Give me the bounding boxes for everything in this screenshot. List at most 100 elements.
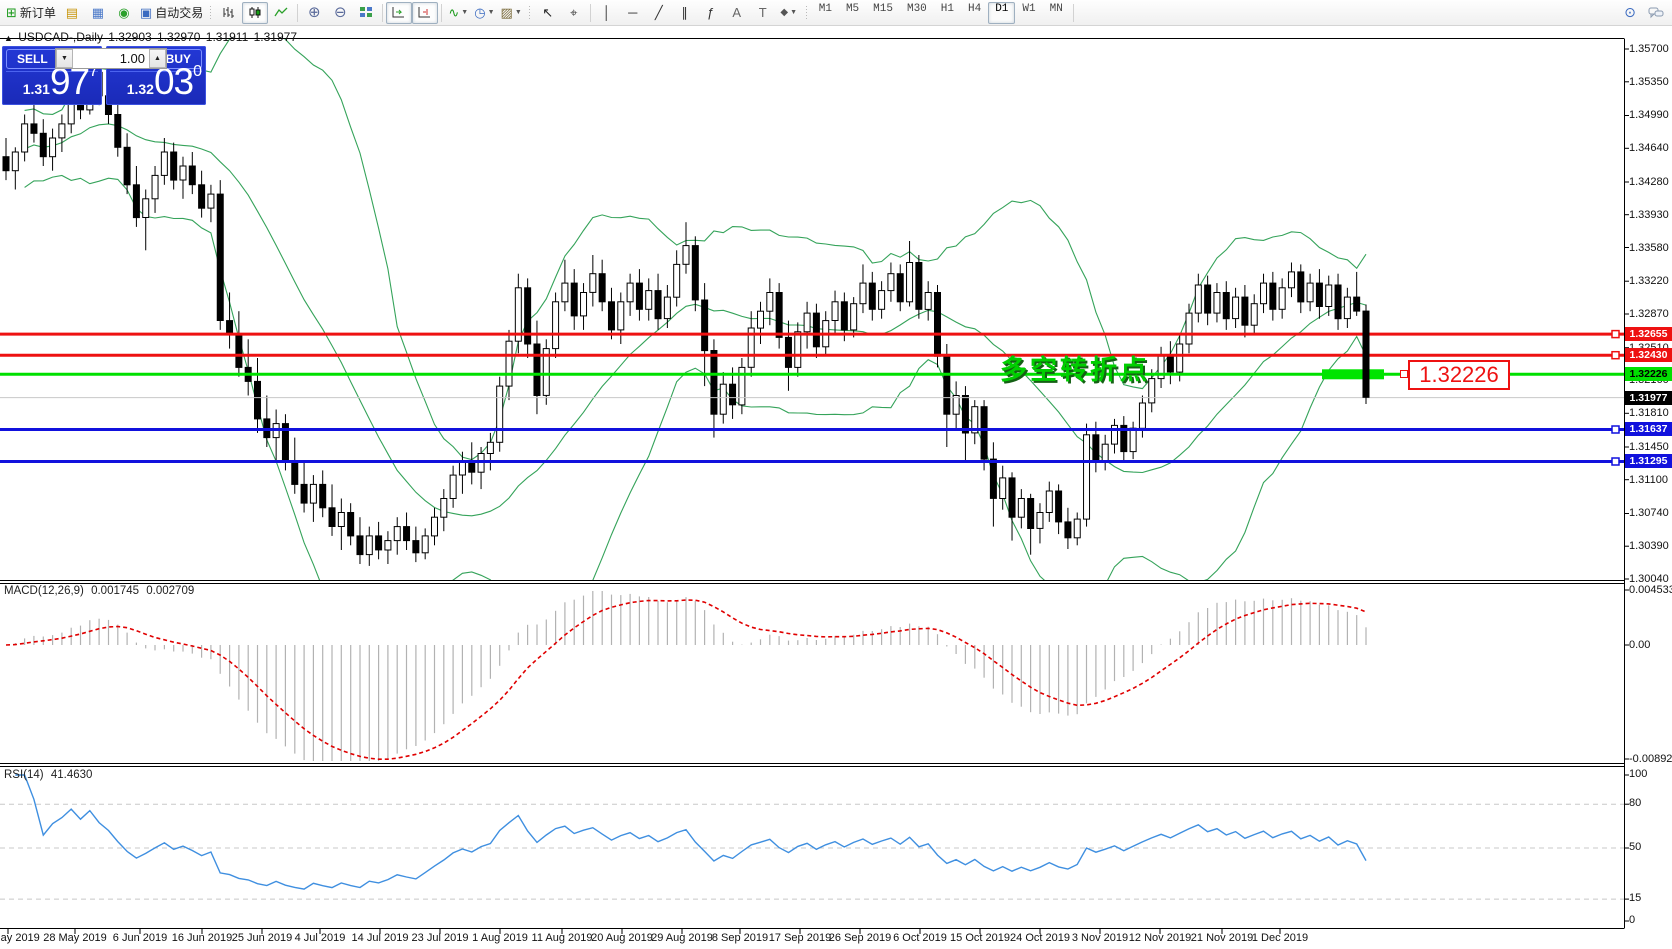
date-axis-label[interactable]: 6 Oct 2019: [893, 932, 947, 944]
market-watch-button[interactable]: ▤: [59, 2, 85, 24]
timeframe-group: M1 M5 M15 M30 H1 H4 D1 W1 MN: [812, 0, 1070, 26]
macd-axis-label: 0.00: [1629, 639, 1651, 651]
zoom-out-button[interactable]: ⊖: [327, 2, 353, 24]
auto-scroll-button[interactable]: [386, 1, 413, 24]
date-axis-label[interactable]: 15 Oct 2019: [950, 932, 1010, 944]
collapse-panel-icon[interactable]: ▲: [4, 33, 13, 43]
volume-increase-button[interactable]: ▲: [149, 49, 166, 68]
price-axis-label: 1.33580: [1629, 241, 1669, 254]
timeframe-m30[interactable]: M30: [906, 2, 927, 15]
buy-price-small: 1.32: [126, 81, 154, 97]
trendline-button[interactable]: ╱: [646, 2, 672, 24]
price-axis-label: 1.34990: [1629, 109, 1669, 122]
toolbar-separator: [441, 3, 443, 22]
bull-bear-turning-point-annotation[interactable]: 多空转折点: [1000, 355, 1150, 385]
volume-input[interactable]: 1.00: [119, 51, 145, 66]
shapes-button[interactable]: ◆ ▼: [776, 2, 802, 24]
date-axis-label[interactable]: 20 Aug 2019: [591, 932, 653, 944]
price-tag-1.32226: 1.32226: [1625, 367, 1672, 382]
text-button[interactable]: A: [724, 2, 750, 24]
fibonacci-button[interactable]: ƒ: [698, 2, 724, 24]
date-axis-label[interactable]: 29 Aug 2019: [651, 932, 713, 944]
date-axis-label[interactable]: 21 Nov 2019: [1190, 932, 1254, 944]
timeframe-m15[interactable]: M15: [873, 2, 893, 15]
search-icon: ⊙: [1624, 4, 1636, 20]
date-axis-label[interactable]: 17 Sep 2019: [768, 932, 832, 944]
date-axis-label[interactable]: 11 Aug 2019: [531, 932, 593, 944]
date-axis-label[interactable]: 16 Jun 2019: [171, 932, 233, 944]
date-axis-label[interactable]: 23 Jul 2019: [411, 932, 469, 944]
toolbar-separator: [297, 3, 299, 22]
toolbar-grip: [209, 4, 214, 21]
price-axis-label: 1.34280: [1629, 175, 1669, 188]
macd-axis-label: 0.004533: [1629, 584, 1672, 596]
horizontal-line-button[interactable]: ─: [620, 2, 646, 24]
text-label-button[interactable]: T: [750, 2, 776, 24]
line-chart-button[interactable]: [268, 2, 294, 24]
date-axis-label[interactable]: 28 May 2019: [43, 932, 107, 944]
date-axis-label[interactable]: 1 Dec 2019: [1251, 932, 1309, 944]
chat-button[interactable]: [1643, 2, 1669, 24]
sell-price-sup: 7: [89, 63, 98, 80]
cursor-button[interactable]: ↖: [535, 2, 561, 24]
autotrading-button[interactable]: ▣ 自动交易: [137, 2, 206, 24]
date-axis-label[interactable]: 1 Aug 2019: [472, 932, 528, 944]
date-axis-label[interactable]: 25 Jun 2019: [231, 932, 293, 944]
zoom-in-button[interactable]: ⊕: [301, 2, 327, 24]
tile-windows-button[interactable]: [353, 2, 379, 24]
date-axis-label[interactable]: 26 Sep 2019: [828, 932, 892, 944]
buy-price-sup: 0: [193, 63, 202, 80]
timeframe-m1[interactable]: M1: [818, 2, 832, 15]
signals-button[interactable]: ◉: [111, 2, 137, 24]
toolbar-grip: [527, 4, 532, 21]
current-price-tag: 1.31977: [1625, 390, 1672, 405]
line-handle[interactable]: [1611, 457, 1620, 466]
chart-shift-button[interactable]: [412, 1, 439, 24]
price-axis-label: 1.35700: [1629, 43, 1669, 55]
timeframe-h1[interactable]: H1: [940, 2, 954, 15]
vertical-line-button[interactable]: │: [594, 2, 620, 24]
date-axis-label[interactable]: 3 Nov 2019: [1071, 932, 1129, 944]
crosshair-button[interactable]: ⌖: [561, 2, 587, 24]
timeframe-m5[interactable]: M5: [845, 2, 860, 15]
main-toolbar: ⊞ 新订单 ▤ ▦ ◉ ▣ 自动交易 ⊕ ⊖: [0, 0, 1672, 26]
rsi-title-row: RSI(14) 41.4630: [4, 769, 96, 781]
timeframe-d1[interactable]: D1: [988, 1, 1016, 24]
line-handle[interactable]: [1611, 329, 1620, 339]
channel-button[interactable]: ∥: [672, 2, 698, 24]
volume-decrease-button[interactable]: ▼: [56, 49, 73, 68]
line-handle[interactable]: [1611, 350, 1620, 360]
periods-button[interactable]: ◷ ▼: [471, 2, 497, 24]
chevron-down-icon: ▼: [487, 9, 495, 16]
price-callout-box[interactable]: 1.32226: [1408, 360, 1510, 390]
date-axis-label[interactable]: 12 Nov 2019: [1128, 932, 1192, 944]
search-button[interactable]: ⊙: [1617, 2, 1643, 24]
candlestick-chart-button[interactable]: [242, 1, 269, 24]
line-chart-icon: [274, 7, 288, 17]
date-axis-label[interactable]: 6 Jun 2019: [112, 932, 168, 944]
timeframe-h4[interactable]: H4: [967, 2, 982, 15]
price-axis-label: 1.31810: [1629, 407, 1669, 420]
highlight-band[interactable]: [1322, 369, 1384, 380]
price-tag-1.32655: 1.32655: [1625, 327, 1672, 342]
last-candle: [1362, 304, 1370, 404]
price-axis-label: 1.30390: [1629, 540, 1669, 553]
line-handle[interactable]: [1611, 425, 1620, 434]
date-axis-label[interactable]: 8 Sep 2019: [711, 932, 769, 944]
new-order-button[interactable]: ⊞ 新订单: [3, 2, 59, 24]
date-axis-label[interactable]: 4 Jul 2019: [294, 932, 346, 944]
horizontal-line-icon: ─: [628, 5, 638, 20]
indicators-button[interactable]: ∿ ▼: [445, 2, 471, 24]
bar-chart-button[interactable]: [216, 2, 242, 24]
date-axis-label[interactable]: 24 Oct 2019: [1010, 932, 1070, 944]
timeframe-mn[interactable]: MN: [1049, 2, 1063, 15]
date-axis-label[interactable]: 19 May 2019: [0, 932, 40, 944]
new-chart-button[interactable]: ▦: [85, 2, 111, 24]
timeframe-w1[interactable]: W1: [1022, 2, 1036, 15]
pane-borders: [0, 38, 1625, 929]
callout-anchor-handle[interactable]: [1400, 370, 1408, 378]
date-axis-label[interactable]: 14 Jul 2019: [351, 932, 409, 944]
templates-button[interactable]: ▨ ▼: [498, 2, 525, 24]
text-label-icon: T: [758, 5, 767, 20]
